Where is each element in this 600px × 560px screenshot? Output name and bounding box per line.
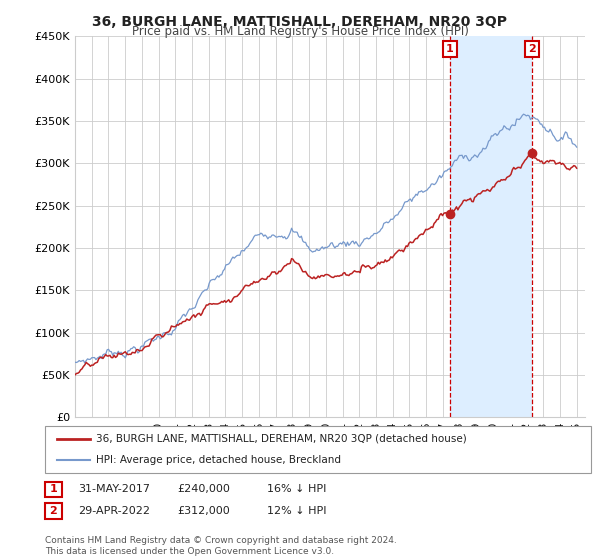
Text: Price paid vs. HM Land Registry's House Price Index (HPI): Price paid vs. HM Land Registry's House … bbox=[131, 25, 469, 38]
Text: 36, BURGH LANE, MATTISHALL, DEREHAM, NR20 3QP (detached house): 36, BURGH LANE, MATTISHALL, DEREHAM, NR2… bbox=[96, 434, 467, 444]
Text: 36, BURGH LANE, MATTISHALL, DEREHAM, NR20 3QP: 36, BURGH LANE, MATTISHALL, DEREHAM, NR2… bbox=[92, 15, 508, 29]
Text: 31-MAY-2017: 31-MAY-2017 bbox=[78, 484, 150, 494]
Text: 1: 1 bbox=[50, 484, 57, 494]
Text: £240,000: £240,000 bbox=[177, 484, 230, 494]
Text: 2: 2 bbox=[528, 44, 536, 54]
Text: 1: 1 bbox=[446, 44, 454, 54]
Bar bbox=[450, 36, 532, 417]
Text: HPI: Average price, detached house, Breckland: HPI: Average price, detached house, Brec… bbox=[96, 455, 341, 465]
Text: 29-APR-2022: 29-APR-2022 bbox=[78, 506, 150, 516]
Text: 2: 2 bbox=[50, 506, 57, 516]
Text: Contains HM Land Registry data © Crown copyright and database right 2024.
This d: Contains HM Land Registry data © Crown c… bbox=[45, 536, 397, 556]
Text: 12% ↓ HPI: 12% ↓ HPI bbox=[267, 506, 326, 516]
Text: 16% ↓ HPI: 16% ↓ HPI bbox=[267, 484, 326, 494]
Text: £312,000: £312,000 bbox=[177, 506, 230, 516]
